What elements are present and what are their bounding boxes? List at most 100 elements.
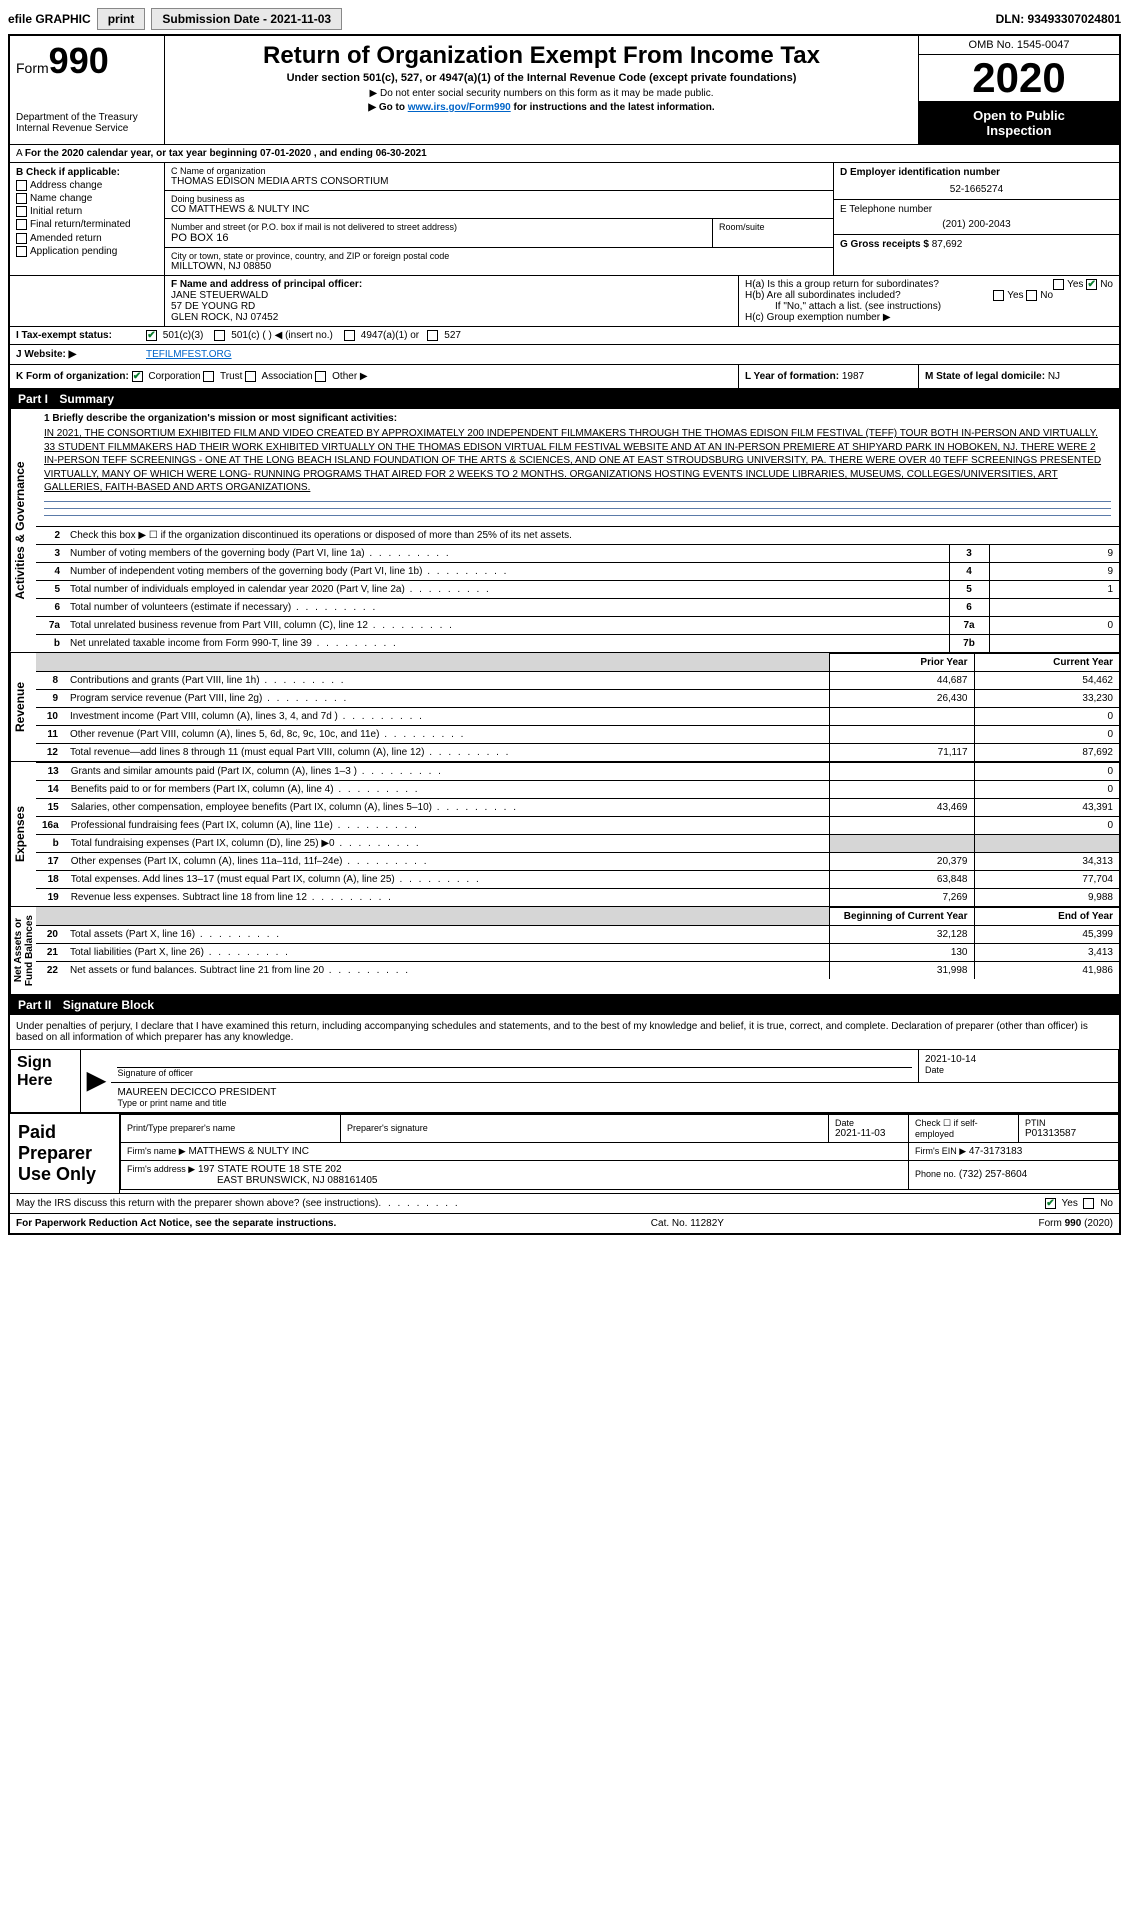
netassets-table: Beginning of Current YearEnd of Year20To…	[36, 907, 1119, 979]
cb-name-change[interactable]: Name change	[16, 193, 158, 204]
cb-501c[interactable]	[214, 330, 225, 341]
table-row: 11Other revenue (Part VIII, column (A), …	[36, 725, 1119, 743]
topbar: efile GRAPHIC print Submission Date - 20…	[8, 8, 1121, 30]
mission-label: 1 Briefly describe the organization's mi…	[44, 413, 1111, 424]
part2-label: Part II	[18, 998, 59, 1012]
city-label: City or town, state or province, country…	[171, 251, 827, 261]
table-row: 10Investment income (Part VIII, column (…	[36, 707, 1119, 725]
addr-label: Number and street (or P.O. box if mail i…	[171, 222, 706, 232]
part2-title: Signature Block	[63, 998, 154, 1012]
ein-label: D Employer identification number	[840, 167, 1113, 178]
table-header-row: Prior YearCurrent Year	[36, 653, 1119, 671]
discuss-yes[interactable]	[1045, 1198, 1056, 1209]
cb-4947[interactable]	[344, 330, 355, 341]
phone-value: (201) 200-2043	[840, 219, 1113, 230]
section-klm: K Form of organization: Corporation Trus…	[10, 365, 1119, 389]
officer-label: F Name and address of principal officer:	[171, 279, 732, 290]
netassets-section: Net Assets or Fund Balances Beginning of…	[10, 907, 1119, 995]
expenses-section: Expenses 13Grants and similar amounts pa…	[10, 762, 1119, 907]
discuss-no[interactable]	[1083, 1198, 1094, 1209]
firm-phone: (732) 257-8604	[959, 1169, 1027, 1180]
cb-trust[interactable]	[203, 371, 214, 382]
ha-yes[interactable]	[1053, 279, 1064, 290]
prep-selfemp: Check ☐ if self-employed	[909, 1114, 1019, 1142]
submission-date-button[interactable]: Submission Date - 2021-11-03	[151, 8, 342, 30]
print-button[interactable]: print	[97, 8, 146, 30]
cb-corp[interactable]	[132, 371, 143, 382]
paid-label: Paid Preparer Use Only	[10, 1114, 120, 1193]
l-value: 1987	[842, 371, 864, 382]
officer-name: JANE STEUERWALD	[171, 290, 732, 301]
form-container: Form990 Department of the Treasury Inter…	[8, 34, 1121, 1235]
form990-link[interactable]: www.irs.gov/Form990	[408, 102, 511, 113]
table-row: 18Total expenses. Add lines 13–17 (must …	[36, 870, 1119, 888]
table-row: 8Contributions and grants (Part VIII, li…	[36, 671, 1119, 689]
form-title-box: Return of Organization Exempt From Incom…	[165, 36, 919, 144]
governance-tab: Activities & Governance	[10, 409, 36, 652]
form-id-box: Form990 Department of the Treasury Inter…	[10, 36, 165, 144]
prep-date: 2021-11-03	[835, 1128, 902, 1139]
ha-no[interactable]	[1086, 279, 1097, 290]
sign-here-label: Sign Here	[11, 1049, 81, 1112]
sig-officer-label: Signature of officer	[117, 1068, 912, 1078]
form-prefix: Form	[16, 60, 49, 76]
prep-sig-label: Preparer's signature	[347, 1123, 822, 1133]
governance-section: Activities & Governance 1 Briefly descri…	[10, 409, 1119, 653]
mission-desc: IN 2021, THE CONSORTIUM EXHIBITED FILM A…	[44, 427, 1111, 495]
tax-year-row: A For the 2020 calendar year, or tax yea…	[10, 145, 1119, 163]
table-row: 20Total assets (Part X, line 16)32,12845…	[36, 925, 1119, 943]
section-b: B Check if applicable: Address change Na…	[10, 163, 165, 275]
website-link[interactable]: TEFILMFEST.ORG	[146, 349, 232, 360]
m-value: NJ	[1048, 371, 1060, 382]
form-year-box: OMB No. 1545-0047 2020 Open to Public In…	[919, 36, 1119, 144]
section-i: I Tax-exempt status: 501(c)(3) 501(c) ( …	[10, 327, 1119, 345]
expenses-tab: Expenses	[10, 762, 36, 906]
hb-yes[interactable]	[993, 290, 1004, 301]
part1-title: Summary	[59, 392, 114, 406]
table-row: bNet unrelated taxable income from Form …	[36, 634, 1119, 652]
section-c: C Name of organization THOMAS EDISON MED…	[165, 163, 834, 275]
hb-no[interactable]	[1026, 290, 1037, 301]
officer-addr1: 57 DE YOUNG RD	[171, 301, 732, 312]
table-row: 6Total number of volunteers (estimate if…	[36, 598, 1119, 616]
section-deg: D Employer identification number 52-1665…	[834, 163, 1119, 275]
governance-table: 2Check this box ▶ ☐ if the organization …	[36, 526, 1119, 652]
cb-assoc[interactable]	[245, 371, 256, 382]
note2-pre: ▶ Go to	[368, 102, 407, 113]
firm-name: MATTHEWS & NULTY INC	[188, 1146, 309, 1157]
cb-final-return[interactable]: Final return/terminated	[16, 219, 158, 230]
table-row: 21Total liabilities (Part X, line 26)130…	[36, 943, 1119, 961]
hb-note: If "No," attach a list. (see instruction…	[745, 301, 1113, 312]
part1-header: Part I Summary	[10, 389, 1119, 409]
tax-year-text: For the 2020 calendar year, or tax year …	[25, 148, 427, 159]
hc-label: H(c) Group exemption number ▶	[745, 312, 1113, 323]
k-label: K Form of organization:	[16, 371, 129, 382]
table-row: 22Net assets or fund balances. Subtract …	[36, 961, 1119, 979]
firm-ein-label: Firm's EIN ▶	[915, 1146, 966, 1156]
netassets-tab: Net Assets or Fund Balances	[10, 907, 36, 994]
cb-amended-return[interactable]: Amended return	[16, 233, 158, 244]
hb-label: H(b) Are all subordinates included?	[745, 290, 901, 301]
cb-501c3[interactable]	[146, 330, 157, 341]
form-title: Return of Organization Exempt From Incom…	[171, 42, 912, 70]
section-f: F Name and address of principal officer:…	[165, 276, 739, 326]
j-label: J Website: ▶	[16, 349, 146, 360]
cb-application-pending[interactable]: Application pending	[16, 246, 158, 257]
form-header: Form990 Department of the Treasury Inter…	[10, 36, 1119, 145]
part2-header: Part II Signature Block	[10, 995, 1119, 1015]
cb-527[interactable]	[427, 330, 438, 341]
cb-other[interactable]	[315, 371, 326, 382]
b-label: B Check if applicable:	[16, 167, 158, 178]
form-note2: ▶ Go to www.irs.gov/Form990 for instruct…	[171, 102, 912, 113]
gross-label: G Gross receipts $	[840, 239, 929, 250]
form-note1: ▶ Do not enter social security numbers o…	[171, 88, 912, 99]
inspection-label: Open to Public Inspection	[919, 102, 1119, 144]
table-row: 15Salaries, other compensation, employee…	[36, 798, 1119, 816]
city-value: MILLTOWN, NJ 08850	[171, 261, 827, 272]
part1-label: Part I	[18, 392, 56, 406]
note2-post: for instructions and the latest informat…	[511, 102, 715, 113]
firm-addr2: EAST BRUNSWICK, NJ 088161405	[127, 1175, 377, 1186]
penalties-text: Under penalties of perjury, I declare th…	[10, 1015, 1119, 1049]
cb-initial-return[interactable]: Initial return	[16, 206, 158, 217]
cb-address-change[interactable]: Address change	[16, 180, 158, 191]
